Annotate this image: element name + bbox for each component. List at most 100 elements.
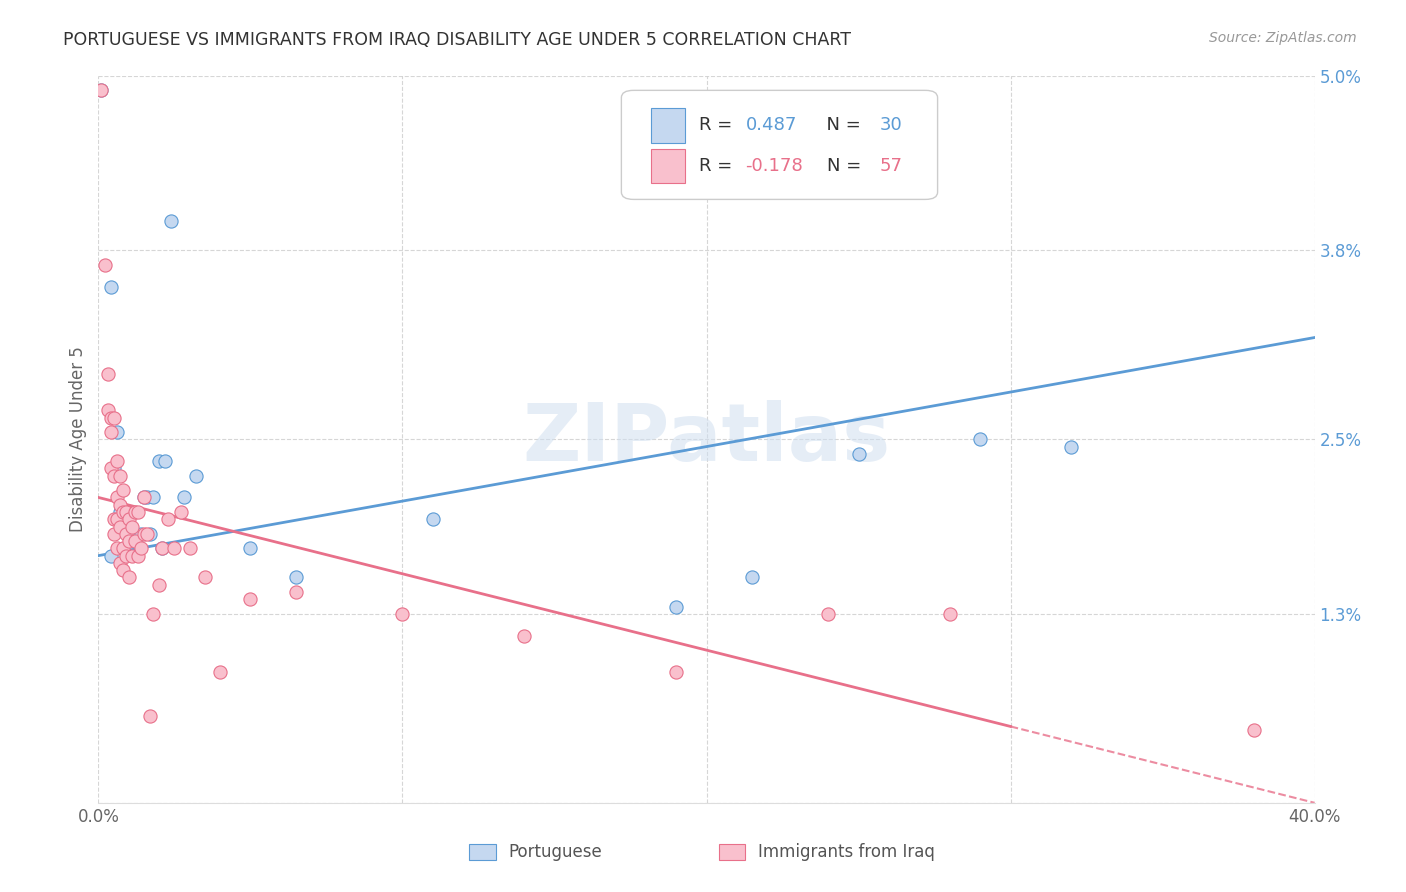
Point	[121, 549, 143, 563]
Point	[150, 541, 173, 556]
Point	[124, 526, 146, 541]
Point	[114, 512, 136, 526]
FancyBboxPatch shape	[621, 90, 938, 200]
Point	[103, 526, 125, 541]
Point	[129, 541, 152, 556]
Point	[111, 541, 134, 556]
Text: N =: N =	[814, 116, 866, 135]
Point	[209, 665, 232, 679]
Point	[127, 505, 149, 519]
Point	[848, 447, 870, 461]
Point	[285, 585, 308, 599]
Point	[114, 526, 136, 541]
Point	[1243, 723, 1265, 737]
Point	[103, 461, 125, 475]
Point	[108, 519, 131, 533]
Point	[665, 599, 688, 614]
Y-axis label: Disability Age Under 5: Disability Age Under 5	[69, 346, 87, 533]
Point	[118, 534, 141, 549]
Point	[173, 491, 195, 505]
Point	[111, 505, 134, 519]
Point	[124, 534, 146, 549]
Point	[150, 541, 173, 556]
Point	[132, 526, 155, 541]
Point	[391, 607, 413, 621]
Point	[239, 592, 262, 607]
Text: N =: N =	[827, 157, 868, 175]
Text: 0.487: 0.487	[745, 116, 797, 135]
Point	[103, 512, 125, 526]
Point	[105, 425, 128, 439]
Point	[139, 708, 162, 723]
Point	[100, 279, 122, 293]
Point	[136, 526, 159, 541]
Text: 57: 57	[879, 157, 903, 175]
Point	[100, 410, 122, 425]
Text: Immigrants from Iraq: Immigrants from Iraq	[758, 843, 935, 862]
Point	[136, 491, 159, 505]
Point	[157, 512, 180, 526]
Point	[155, 454, 177, 468]
Point	[103, 410, 125, 425]
Point	[93, 258, 115, 272]
Point	[100, 425, 122, 439]
Point	[105, 541, 128, 556]
Point	[96, 403, 118, 417]
Point	[817, 607, 839, 621]
Point	[100, 549, 122, 563]
Point	[103, 468, 125, 483]
Point	[108, 556, 131, 570]
Point	[108, 468, 131, 483]
Point	[114, 549, 136, 563]
Point	[121, 519, 143, 533]
Point	[118, 570, 141, 584]
Point	[111, 563, 134, 577]
Point	[132, 491, 155, 505]
Point	[194, 570, 217, 584]
Point	[118, 519, 141, 533]
Point	[422, 512, 444, 526]
Point	[105, 454, 128, 468]
Point	[90, 83, 112, 97]
Point	[969, 432, 991, 446]
Point	[741, 570, 763, 584]
Point	[124, 505, 146, 519]
Point	[160, 214, 183, 228]
Point	[111, 519, 134, 533]
Point	[513, 629, 536, 643]
Text: ZIPatlas: ZIPatlas	[523, 401, 890, 478]
Point	[142, 491, 165, 505]
Text: -0.178: -0.178	[745, 157, 803, 175]
Bar	[718, 844, 745, 860]
Point	[121, 526, 143, 541]
Point	[108, 498, 131, 512]
Point	[148, 454, 170, 468]
Point	[239, 541, 262, 556]
Point	[163, 541, 186, 556]
Point	[142, 607, 165, 621]
Point	[132, 491, 155, 505]
Point	[114, 505, 136, 519]
Point	[105, 491, 128, 505]
Text: R =: R =	[699, 116, 738, 135]
Point	[139, 526, 162, 541]
Point	[105, 512, 128, 526]
Point	[129, 526, 152, 541]
Point	[111, 483, 134, 498]
Point	[179, 541, 201, 556]
Point	[1060, 440, 1083, 454]
Text: PORTUGUESE VS IMMIGRANTS FROM IRAQ DISABILITY AGE UNDER 5 CORRELATION CHART: PORTUGUESE VS IMMIGRANTS FROM IRAQ DISAB…	[63, 31, 851, 49]
Text: Portuguese: Portuguese	[509, 843, 602, 862]
Point	[96, 367, 118, 381]
Point	[148, 578, 170, 592]
Bar	[470, 844, 496, 860]
Text: 30: 30	[879, 116, 903, 135]
Point	[184, 468, 207, 483]
Text: Source: ZipAtlas.com: Source: ZipAtlas.com	[1209, 31, 1357, 45]
Point	[285, 570, 308, 584]
Point	[665, 665, 688, 679]
Point	[169, 505, 191, 519]
Text: R =: R =	[699, 157, 738, 175]
Bar	[651, 149, 685, 184]
Bar	[651, 108, 685, 143]
